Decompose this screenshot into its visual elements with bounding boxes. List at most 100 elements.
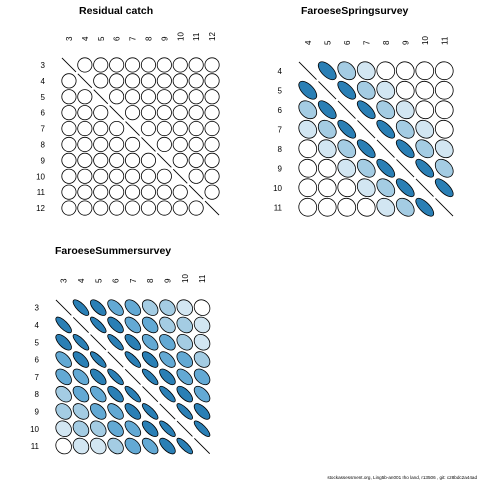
faroese-summer-survey-panel: FaroeseSummersurvey 3 3 4 4 5 5 6 6 7 7 8 8 9 9 10 10 11 1… xyxy=(30,245,211,455)
faroese-spring-survey-correlation-ellipse xyxy=(434,119,454,139)
faroese-spring-survey-correlation-ellipse xyxy=(298,119,318,139)
faroese-spring-survey-row-label: 9 xyxy=(278,164,283,173)
faroese-spring-survey-correlation-ellipse xyxy=(298,178,318,198)
faroese-spring-survey-panel: FaroeseSpringsurvey 4 4 5 5 6 6 7 7 8 8 9 9 10 10 11 11 xyxy=(273,5,454,217)
residual-catch-correlation-ellipse xyxy=(61,184,77,200)
faroese-summer-survey-correlation-ellipse xyxy=(159,437,176,455)
faroese-summer-survey-correlation-ellipse xyxy=(107,385,124,403)
residual-catch-col-label: 6 xyxy=(113,36,122,41)
faroese-spring-survey-correlation-ellipse xyxy=(356,61,376,81)
residual-catch-correlation-ellipse xyxy=(188,105,204,121)
faroese-spring-survey-col-label: 7 xyxy=(362,40,371,45)
residual-catch-correlation-ellipse xyxy=(125,73,141,89)
residual-catch-correlation-ellipse xyxy=(172,184,188,200)
faroese-spring-survey-correlation-ellipse xyxy=(376,158,396,178)
residual-catch-diagonal-mark xyxy=(77,73,93,89)
faroese-summer-survey-correlation-ellipse xyxy=(193,316,211,334)
residual-catch-row-label: 11 xyxy=(37,188,46,197)
residual-catch-correlation-ellipse xyxy=(93,184,109,200)
residual-catch-correlation-ellipse xyxy=(125,57,141,73)
faroese-summer-survey-correlation-ellipse xyxy=(107,334,124,351)
faroese-spring-survey-correlation-ellipse xyxy=(317,119,337,139)
residual-catch-correlation-ellipse xyxy=(61,121,77,137)
residual-catch-diagonal-mark xyxy=(204,200,220,216)
residual-catch-correlation-ellipse xyxy=(93,168,109,184)
faroese-summer-survey-correlation-ellipse xyxy=(176,368,193,386)
residual-catch-col-label: 5 xyxy=(97,36,106,41)
faroese-spring-survey-correlation-ellipse xyxy=(395,197,415,217)
faroese-summer-survey-correlation-ellipse xyxy=(159,333,176,351)
residual-catch-col-label: 9 xyxy=(160,36,169,41)
residual-catch-correlation-ellipse xyxy=(140,121,157,137)
faroese-spring-survey-correlation-ellipse xyxy=(317,178,337,198)
faroese-summer-survey-correlation-ellipse xyxy=(193,420,211,438)
residual-catch-correlation-ellipse xyxy=(93,200,109,216)
faroese-summer-survey-title: FaroeseSummersurvey xyxy=(55,245,171,257)
faroese-spring-survey-correlation-ellipse xyxy=(434,61,454,81)
faroese-spring-survey-correlation-ellipse xyxy=(415,80,435,100)
faroese-spring-survey-correlation-ellipse xyxy=(298,158,318,178)
residual-catch-correlation-ellipse xyxy=(156,121,172,137)
faroese-spring-survey-row-label: 4 xyxy=(278,67,283,76)
faroese-summer-survey-diagonal-mark xyxy=(72,316,89,333)
faroese-summer-survey-col-label: 4 xyxy=(77,278,86,283)
residual-catch-correlation-ellipse xyxy=(77,121,93,137)
residual-catch-col-label: 8 xyxy=(144,36,153,41)
faroese-spring-survey-correlation-ellipse xyxy=(317,139,337,159)
residual-catch-correlation-ellipse xyxy=(172,89,188,105)
faroese-spring-survey-correlation-ellipse xyxy=(376,80,396,100)
faroese-summer-survey-row-label: 8 xyxy=(35,390,40,399)
residual-catch-correlation-ellipse xyxy=(77,105,93,121)
faroese-summer-survey-correlation-ellipse xyxy=(124,385,142,403)
residual-catch-correlation-ellipse xyxy=(77,168,93,184)
faroese-spring-survey-correlation-ellipse xyxy=(337,158,357,178)
faroese-summer-survey-correlation-ellipse xyxy=(193,299,211,316)
residual-catch-correlation-ellipse xyxy=(61,136,77,153)
residual-catch-correlation-ellipse xyxy=(93,136,109,153)
faroese-summer-survey-correlation-ellipse xyxy=(90,368,107,386)
residual-catch-correlation-ellipse xyxy=(77,184,93,200)
residual-catch-correlation-ellipse xyxy=(140,105,157,121)
residual-catch-correlation-ellipse xyxy=(172,73,188,89)
residual-catch-col-label: 11 xyxy=(192,32,201,41)
faroese-summer-survey-row-label: 7 xyxy=(35,373,40,382)
faroese-summer-survey-diagonal-mark xyxy=(124,368,141,385)
faroese-summer-survey-correlation-ellipse xyxy=(72,299,90,316)
faroese-summer-survey-col-label: 7 xyxy=(129,278,138,283)
faroese-summer-survey-correlation-ellipse xyxy=(55,368,72,386)
residual-catch-correlation-ellipse xyxy=(204,57,220,73)
residual-catch-correlation-ellipse xyxy=(124,136,141,153)
faroese-summer-survey-diagonal-mark xyxy=(176,420,193,437)
faroese-summer-survey-correlation-ellipse xyxy=(55,437,72,455)
faroese-summer-survey-correlation-ellipse xyxy=(141,299,159,316)
faroese-spring-survey-correlation-ellipse xyxy=(337,61,357,81)
residual-catch-correlation-ellipse xyxy=(61,168,77,184)
faroese-spring-survey-correlation-ellipse xyxy=(337,139,357,159)
faroese-summer-survey-col-label: 8 xyxy=(146,278,155,283)
residual-catch-correlation-ellipse xyxy=(124,168,141,184)
residual-catch-correlation-ellipse xyxy=(109,57,125,73)
faroese-summer-survey-diagonal-mark xyxy=(194,438,211,455)
faroese-spring-survey-col-label: 10 xyxy=(421,36,430,45)
faroese-spring-survey-correlation-ellipse xyxy=(317,197,337,217)
residual-catch-row-label: 3 xyxy=(41,61,46,70)
faroese-summer-survey-correlation-ellipse xyxy=(176,437,193,455)
residual-catch-correlation-ellipse xyxy=(109,168,125,184)
residual-catch-row-label: 5 xyxy=(41,93,46,102)
residual-catch-correlation-ellipse xyxy=(156,57,172,73)
faroese-summer-survey-correlation-ellipse xyxy=(124,316,142,334)
residual-catch-correlation-ellipse xyxy=(156,168,172,184)
residual-catch-col-label: 10 xyxy=(176,32,185,41)
residual-catch-correlation-ellipse xyxy=(109,89,125,105)
faroese-spring-survey-correlation-ellipse xyxy=(337,119,357,139)
faroese-spring-survey-row-label: 7 xyxy=(278,125,283,134)
faroese-spring-survey-diagonal-mark xyxy=(357,120,376,139)
faroese-summer-survey-correlation-ellipse xyxy=(141,351,159,368)
faroese-spring-survey-correlation-ellipse xyxy=(337,80,357,100)
faroese-summer-survey-diagonal-mark xyxy=(159,403,176,420)
faroese-spring-survey-correlation-ellipse xyxy=(415,119,435,139)
faroese-spring-survey-correlation-ellipse xyxy=(395,100,415,120)
residual-catch-row-label: 7 xyxy=(41,125,46,134)
faroese-summer-survey-row-label: 5 xyxy=(35,338,40,347)
